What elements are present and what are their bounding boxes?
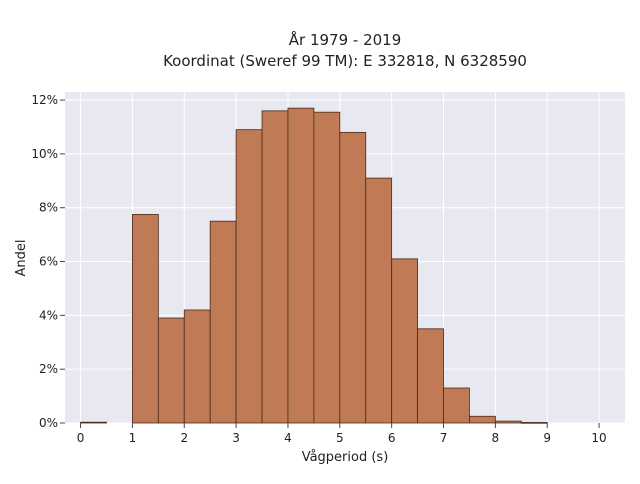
histogram-bar xyxy=(80,421,107,424)
histogram-bar xyxy=(391,258,418,424)
histogram-bar xyxy=(365,177,393,424)
histogram-bar xyxy=(443,387,470,424)
x-tick-label: 8 xyxy=(492,431,500,445)
chart-title: År 1979 - 2019 xyxy=(289,30,402,49)
x-tick-label: 10 xyxy=(591,431,606,445)
chart-subtitle: Koordinat (Sweref 99 TM): E 332818, N 63… xyxy=(163,52,527,70)
y-axis-ticks: 0% 2% 4% 6% 8% 10% 12% xyxy=(31,93,65,430)
histogram-bar xyxy=(132,214,159,424)
x-tick-label: 5 xyxy=(336,431,344,445)
histogram-bar xyxy=(417,328,444,424)
y-tick-label: 6% xyxy=(39,255,58,269)
histogram-bar xyxy=(235,129,263,424)
y-tick-label: 10% xyxy=(31,147,58,161)
x-tick-label: 4 xyxy=(284,431,292,445)
y-tick-label: 0% xyxy=(39,416,58,430)
x-tick-label: 6 xyxy=(388,431,396,445)
x-tick-label: 0 xyxy=(77,431,85,445)
bars xyxy=(80,107,548,424)
histogram-bar xyxy=(520,422,548,424)
histogram-bar xyxy=(183,309,211,424)
x-tick-label: 7 xyxy=(440,431,448,445)
histogram-bar xyxy=(469,415,496,424)
y-tick-label: 4% xyxy=(39,308,58,322)
x-axis-label: Vågperiod (s) xyxy=(302,450,389,465)
histogram-bar xyxy=(157,317,185,424)
histogram-bar xyxy=(339,131,367,424)
x-tick-label: 9 xyxy=(543,431,551,445)
x-tick-label: 1 xyxy=(129,431,137,445)
histogram-bar xyxy=(287,107,315,424)
histogram-bar xyxy=(261,110,289,424)
histogram-bar xyxy=(209,220,237,424)
y-tick-label: 8% xyxy=(39,201,58,215)
y-tick-label: 12% xyxy=(31,93,58,107)
y-axis-label: Andel xyxy=(14,240,29,277)
y-tick-label: 2% xyxy=(39,362,58,376)
histogram-bar xyxy=(494,420,522,424)
x-tick-label: 3 xyxy=(232,431,240,445)
x-axis-ticks: 0 1 2 3 4 5 6 7 8 9 10 xyxy=(77,423,607,445)
x-tick-label: 2 xyxy=(180,431,188,445)
histogram-bar xyxy=(313,111,341,424)
